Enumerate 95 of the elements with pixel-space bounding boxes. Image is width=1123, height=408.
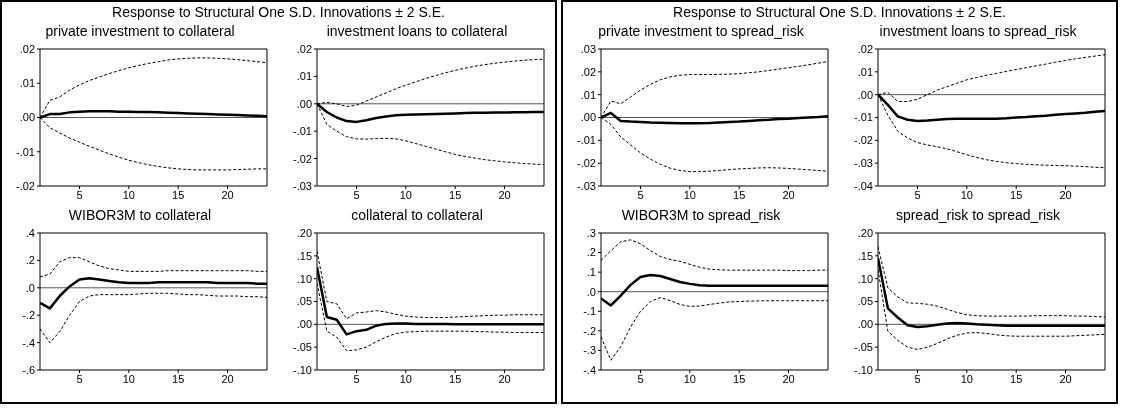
x-tick-label: 10 [122,188,135,201]
x-tick-label: 10 [683,372,696,385]
y-tick-label: -.4 [583,363,596,376]
y-tick-label: -.2 [22,309,35,322]
y-tick-label: .3 [586,226,596,239]
x-tick-label: 10 [960,188,973,201]
x-tick-label: 5 [76,372,83,385]
y-tick-label: .00 [857,88,873,101]
x-tick-label: 10 [122,372,135,385]
y-tick-label: .01 [580,88,596,101]
x-tick-label: 15 [1010,188,1023,201]
x-tick-label: 20 [1059,372,1072,385]
x-tick-label: 15 [449,372,462,385]
y-tick-label: .02 [19,42,35,55]
x-tick-label: 20 [498,188,511,201]
x-tick-label: 20 [1059,188,1072,201]
x-tick-label: 5 [637,188,644,201]
x-tick-label: 20 [498,372,511,385]
x-tick-label: 15 [1010,372,1023,385]
x-tick-label: 5 [76,188,83,201]
chart-title: collateral to collateral [350,206,484,224]
y-tick-label: .4 [25,226,35,239]
x-tick-label: 10 [399,188,412,201]
x-tick-label: 15 [172,372,185,385]
y-tick-label: .05 [296,295,312,308]
y-tick-label: .0 [25,281,35,294]
y-tick-label: .02 [857,42,873,55]
y-tick-label: .00 [296,318,312,331]
x-tick-label: 10 [960,372,973,385]
y-tick-label: .1 [586,266,596,279]
x-tick-label: 10 [399,372,412,385]
y-tick-label: -.05 [293,341,312,354]
chart-title: spread_risk to spread_risk [894,206,1062,224]
x-tick-label: 5 [637,372,644,385]
y-tick-label: .20 [296,226,312,239]
y-tick-label: -.10 [293,363,312,376]
y-tick-label: -.2 [583,324,596,337]
y-tick-label: -.10 [854,363,873,376]
y-tick-label: .0 [586,285,596,298]
y-tick-label: -.01 [854,111,873,124]
y-tick-label: -.02 [293,152,312,165]
chart-title: WIBOR3M to collateral [67,206,213,224]
y-tick-label: -.04 [854,179,873,192]
x-tick-label: 5 [914,188,921,201]
y-tick-label: .15 [296,249,312,262]
chart-title: investment loans to collateral [325,22,509,40]
y-tick-label: .00 [19,111,35,124]
x-tick-label: 20 [221,188,234,201]
y-tick-label: .02 [296,42,312,55]
x-tick-label: 20 [782,188,795,201]
y-tick-label: -.02 [16,179,35,192]
y-tick-label: -.02 [854,134,873,147]
y-tick-label: -.03 [854,157,873,170]
y-tick-label: .00 [296,97,312,110]
y-tick-label: -.01 [293,125,312,138]
y-tick-label: .00 [857,318,873,331]
y-tick-label: -.02 [577,157,596,170]
y-tick-label: .01 [857,65,873,78]
y-tick-label: .03 [580,42,596,55]
y-tick-label: .01 [19,77,35,90]
x-tick-label: 15 [449,188,462,201]
x-tick-label: 20 [782,372,795,385]
y-tick-label: .15 [857,249,873,262]
x-tick-label: 5 [353,372,360,385]
y-tick-label: -.03 [577,179,596,192]
x-tick-label: 20 [221,372,234,385]
x-tick-label: 15 [733,372,746,385]
chart-title: private investment to collateral [44,22,236,40]
x-tick-label: 10 [683,188,696,201]
x-tick-label: 15 [172,188,185,201]
y-tick-label: .00 [580,111,596,124]
y-tick-label: .10 [296,272,312,285]
y-tick-label: -.3 [583,344,596,357]
y-tick-label: -.01 [577,134,596,147]
x-tick-label: 15 [733,188,746,201]
chart-title: WIBOR3M to spread_risk [620,206,782,224]
y-tick-label: -.1 [583,305,596,318]
y-tick-label: .01 [296,70,312,83]
y-tick-label: .02 [580,65,596,78]
y-tick-label: .10 [857,272,873,285]
y-tick-label: -.6 [22,363,35,376]
y-tick-label: .05 [857,295,873,308]
y-tick-label: -.03 [293,179,312,192]
y-tick-label: -.05 [854,341,873,354]
y-tick-label: -.01 [16,145,35,158]
y-tick-label: .20 [857,226,873,239]
y-tick-label: -.4 [22,336,35,349]
y-tick-label: .2 [25,254,35,267]
text: Response to Structural One S.D. Innovations ± 2 S.E. [112,4,445,20]
chart-title: private investment to spread_risk [597,22,805,40]
y-tick-label: .2 [586,246,596,259]
x-tick-label: 5 [914,372,921,385]
x-tick-label: 5 [353,188,360,201]
chart-title: investment loans to spread_risk [878,22,1078,40]
text: Response to Structural One S.D. Innovations ± 2 S.E. [673,4,1006,20]
